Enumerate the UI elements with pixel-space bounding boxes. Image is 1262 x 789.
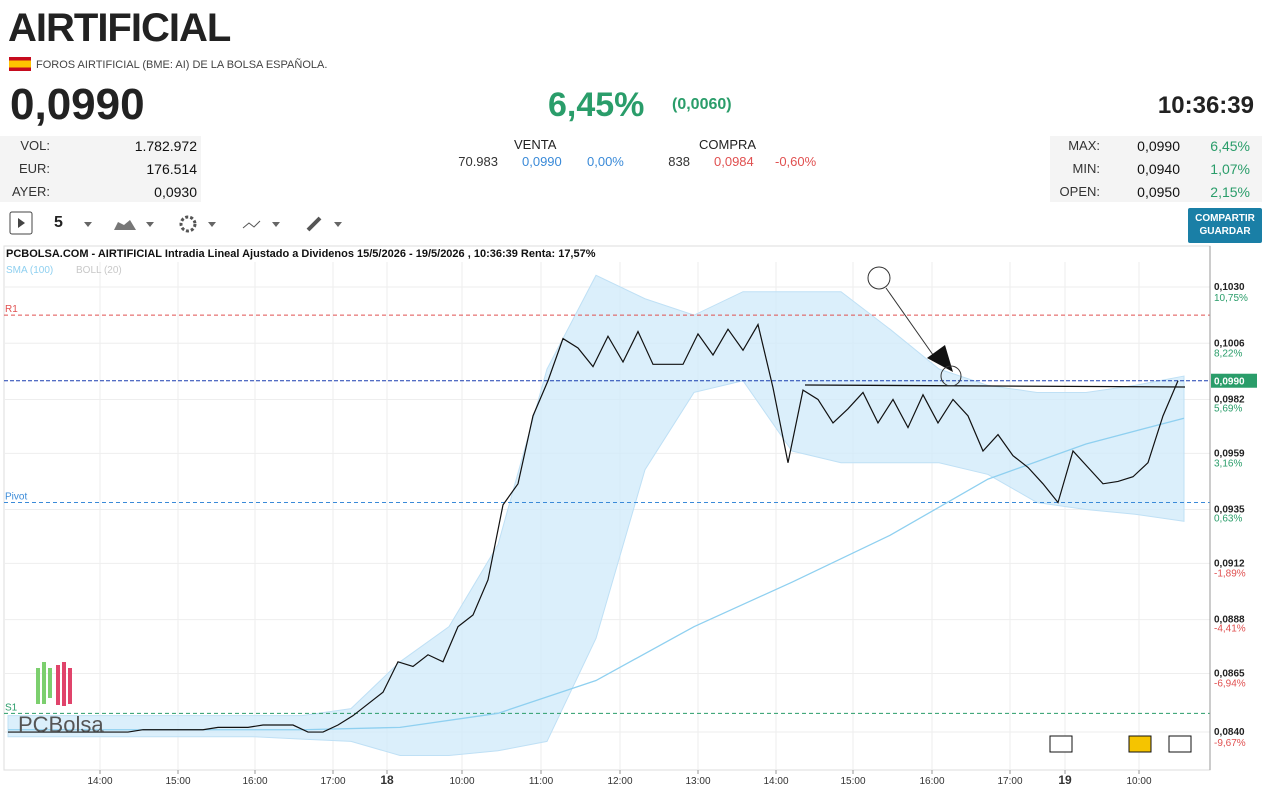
y-tick-label: 0,1006	[1214, 338, 1245, 349]
trend-line	[804, 384, 1186, 388]
arrow-head	[927, 345, 953, 372]
button-label[interactable]: GUARDAR	[1199, 226, 1251, 237]
x-tick-label: 15:00	[840, 776, 865, 787]
stats-right	[1050, 136, 1262, 202]
stat-value: 0,0930	[154, 184, 197, 200]
logo: PCBolsa	[18, 662, 104, 737]
stat-value: 1.782.972	[134, 138, 197, 154]
x-tick-label: 18	[380, 773, 394, 787]
stats-left	[0, 136, 201, 202]
drawings: PCBolsa	[18, 266, 1192, 753]
change-pct: 6,45%	[548, 86, 645, 124]
stat-label: MIN:	[1072, 161, 1100, 176]
y2-tick-label: -6,94%	[1214, 678, 1246, 689]
compra-price: 0,0984	[714, 154, 754, 169]
y2-tick-label: 8,22%	[1214, 348, 1242, 359]
y-tick-label: 0,0982	[1214, 394, 1245, 405]
compra-pct: -0,60%	[775, 154, 817, 169]
settings[interactable]	[179, 215, 197, 233]
toolbar	[9, 211, 342, 235]
y2-tick-label: -9,67%	[1214, 738, 1246, 749]
legend-entry: SMA (100)	[6, 265, 53, 276]
play-button[interactable]	[9, 211, 33, 235]
interval[interactable]: 5	[54, 214, 63, 231]
y-tick-label: 0,0959	[1214, 448, 1245, 459]
compra-qty: 838	[668, 154, 690, 169]
subtitle: FOROS AIRTIFICIAL (BME: AI) DE LA BOLSA …	[36, 59, 328, 71]
chart-type[interactable]	[114, 220, 136, 230]
flag-es	[9, 57, 31, 71]
drawing-handle	[867, 266, 891, 290]
y-tick-label: 0,0912	[1214, 558, 1245, 569]
y-tick-label: 0,0840	[1214, 727, 1245, 738]
y2-tick-label: 5,69%	[1214, 403, 1242, 414]
news-flags	[1049, 735, 1192, 753]
price-line	[8, 322, 1179, 733]
watermark: PCBolsa	[18, 712, 104, 737]
y-tick-label: 0,0865	[1214, 669, 1245, 680]
y2-tick-label: 10,75%	[1214, 293, 1248, 304]
stat-value: 176.514	[146, 161, 197, 177]
drawing-handle	[940, 365, 962, 387]
y2-tick-label: 3,16%	[1214, 458, 1242, 469]
level-label: S1	[5, 702, 18, 713]
chart-caption: PCBOLSA.COM - AIRTIFICIAL Intradia Linea…	[6, 248, 596, 260]
legend-entry: BOLL (20)	[76, 265, 122, 276]
compra-label: COMPRA	[699, 137, 757, 152]
stat-pct: 2,15%	[1210, 184, 1250, 200]
stat-label: VOL:	[20, 138, 50, 153]
y-tick-label: 0,1030	[1214, 282, 1245, 293]
stat-value: 0,0950	[1137, 184, 1180, 200]
draw-tool[interactable]	[306, 216, 322, 232]
share-button[interactable]: COMPARTIR GUARDAR	[1188, 208, 1262, 243]
level-label: Pivot	[5, 492, 27, 503]
venta-price: 0,0990	[522, 154, 562, 169]
stat-value: 0,0990	[1137, 138, 1180, 154]
arrow-line	[885, 287, 939, 363]
venta-qty: 70.983	[458, 154, 498, 169]
x-tick-label: 14:00	[87, 776, 112, 787]
level-label: R1	[5, 304, 18, 315]
stat-value: 0,0940	[1137, 161, 1180, 177]
y-tick-label: 0,0935	[1214, 505, 1245, 516]
y2-tick-label: -4,41%	[1214, 623, 1246, 634]
indicators[interactable]	[242, 220, 261, 229]
stat-label: EUR:	[18, 161, 50, 176]
stat-label: MAX:	[1068, 138, 1100, 153]
x-tick-label: 10:00	[1126, 776, 1151, 787]
stat-label: OPEN:	[1059, 184, 1100, 199]
x-tick-label: 15:00	[165, 776, 190, 787]
change-abs: (0,0060)	[672, 96, 732, 113]
x-tick-label: 16:00	[919, 776, 944, 787]
price: 0,0990	[10, 80, 145, 129]
time: 10:36:39	[1157, 92, 1254, 119]
y2-tick-label: -1,89%	[1214, 568, 1246, 579]
stat-pct: 1,07%	[1210, 161, 1250, 177]
y2-tick-label: 0,63%	[1214, 514, 1242, 525]
x-tick-label: 11:00	[529, 776, 554, 787]
stat-label: AYER:	[11, 184, 50, 199]
bollinger-band	[7, 274, 1185, 756]
stat-pct: 6,45%	[1210, 138, 1250, 154]
y-tick-label: 0,0888	[1214, 615, 1245, 626]
title: AIRTIFICIAL	[8, 6, 231, 50]
x-tick-label: 17:00	[320, 776, 345, 787]
venta-pct: 0,00%	[587, 154, 624, 169]
x-tick-label: 19	[1058, 773, 1072, 787]
x-tick-label: 13:00	[685, 776, 710, 787]
venta-label: VENTA	[514, 137, 557, 152]
x-tick-label: 16:00	[242, 776, 267, 787]
last-price-box	[1211, 373, 1257, 388]
x-tick-label: 12:00	[607, 776, 632, 787]
last-price-label: 0,0990	[1214, 377, 1245, 388]
x-tick-label: 14:00	[763, 776, 788, 787]
x-tick-label: 10:00	[449, 776, 474, 787]
button-label[interactable]: COMPARTIR	[1195, 213, 1255, 224]
x-tick-label: 17:00	[997, 776, 1022, 787]
